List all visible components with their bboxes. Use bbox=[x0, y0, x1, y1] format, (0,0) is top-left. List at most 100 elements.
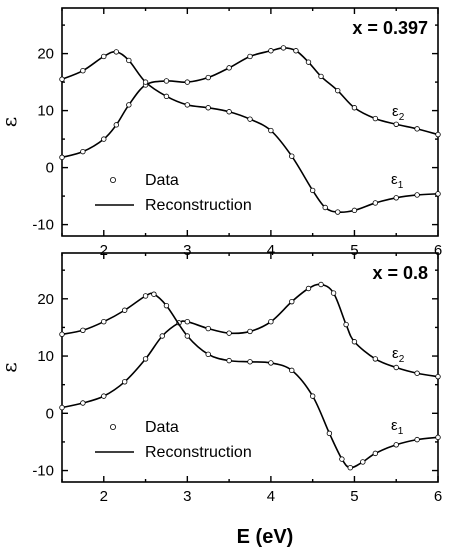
series-label-main: ε bbox=[392, 103, 399, 120]
data-point-ε2 bbox=[414, 126, 420, 132]
data-point-ε1 bbox=[268, 127, 274, 134]
data-point-ε1 bbox=[205, 351, 211, 358]
data-point-ε2 bbox=[184, 319, 191, 325]
legend-data-label: Data bbox=[145, 172, 179, 189]
data-point-ε2 bbox=[318, 281, 324, 288]
data-point-ε2 bbox=[142, 356, 149, 362]
x-tick-label: 5 bbox=[350, 488, 358, 505]
data-point-ε1 bbox=[59, 331, 65, 337]
data-point-ε1 bbox=[339, 456, 345, 462]
series-label-subscript: 1 bbox=[398, 180, 404, 191]
data-point-ε1 bbox=[322, 204, 328, 211]
data-point-ε1 bbox=[101, 53, 107, 60]
data-point-ε2 bbox=[121, 379, 128, 385]
series-line-ε1 bbox=[61, 50, 439, 214]
data-point-ε2 bbox=[126, 102, 132, 108]
data-point-ε2 bbox=[80, 148, 86, 155]
x-tick-label: 3 bbox=[183, 488, 191, 505]
data-point-ε1 bbox=[113, 49, 120, 55]
data-point-ε2 bbox=[205, 325, 211, 332]
data-point-ε2 bbox=[101, 393, 107, 399]
x-tick-label: 4 bbox=[267, 488, 275, 505]
series-label-subscript: 2 bbox=[399, 354, 405, 365]
data-point-ε1 bbox=[226, 109, 232, 115]
data-point-ε1 bbox=[326, 430, 333, 437]
data-point-ε1 bbox=[101, 319, 107, 325]
data-point-ε2 bbox=[184, 79, 191, 85]
y-tick-label: 0 bbox=[46, 160, 54, 177]
data-point-ε1 bbox=[289, 367, 295, 374]
y-axis-label: ε bbox=[0, 362, 21, 372]
data-point-ε2 bbox=[293, 48, 299, 54]
x-tick-label: 2 bbox=[100, 242, 108, 259]
x-tick-label: 4 bbox=[267, 242, 275, 259]
y-tick-label: -10 bbox=[32, 217, 54, 234]
data-point-ε1 bbox=[226, 357, 232, 364]
data-point-ε2 bbox=[163, 78, 170, 84]
x-tick-label: 2 bbox=[100, 488, 108, 505]
data-point-ε1 bbox=[126, 57, 132, 64]
series-line-ε2 bbox=[61, 47, 439, 159]
series-label-subscript: 2 bbox=[399, 112, 405, 123]
legend-fit-label: Reconstruction bbox=[145, 197, 252, 214]
data-point-ε2 bbox=[393, 121, 399, 127]
data-point-ε1 bbox=[289, 153, 295, 159]
legend-fit-label: Reconstruction bbox=[145, 444, 252, 461]
data-point-ε2 bbox=[318, 73, 324, 80]
data-point-ε2 bbox=[113, 122, 120, 128]
panel-title: x = 0.397 bbox=[352, 18, 428, 38]
data-point-ε1 bbox=[393, 442, 399, 448]
legend-data-label: Data bbox=[145, 419, 179, 436]
x-tick-label: 3 bbox=[183, 242, 191, 259]
legend-data-marker bbox=[110, 176, 117, 183]
y-tick-label: 20 bbox=[37, 46, 54, 63]
series-line-ε1 bbox=[61, 292, 439, 469]
x-axis-label: E (eV) bbox=[237, 526, 294, 548]
data-point-ε1 bbox=[309, 393, 316, 399]
data-point-ε1 bbox=[435, 434, 441, 441]
data-point-ε2 bbox=[205, 74, 211, 81]
data-point-ε2 bbox=[343, 321, 349, 328]
x-tick-label: 6 bbox=[434, 488, 442, 505]
data-point-ε1 bbox=[184, 333, 191, 339]
data-point-ε2 bbox=[59, 154, 65, 161]
data-point-ε1 bbox=[163, 302, 170, 309]
data-point-ε1 bbox=[142, 293, 149, 299]
data-point-ε2 bbox=[226, 65, 232, 71]
data-point-ε2 bbox=[247, 328, 253, 335]
y-tick-label: 20 bbox=[37, 291, 54, 308]
data-point-ε1 bbox=[435, 191, 441, 197]
y-tick-label: 0 bbox=[46, 405, 54, 422]
data-point-ε2 bbox=[268, 48, 274, 54]
data-point-ε2 bbox=[330, 290, 337, 296]
y-tick-label: 10 bbox=[37, 103, 54, 120]
plot-frame bbox=[61, 7, 439, 237]
x-tick-label: 6 bbox=[434, 242, 442, 259]
series-label-main: ε bbox=[392, 345, 399, 362]
data-point-ε2 bbox=[80, 400, 86, 406]
plot-frame bbox=[61, 252, 439, 483]
y-axis-label: ε bbox=[0, 117, 21, 127]
series-label-ε1: ε1 bbox=[391, 417, 404, 437]
data-point-ε2 bbox=[101, 136, 107, 142]
data-point-ε1 bbox=[372, 200, 379, 206]
data-point-ε2 bbox=[435, 131, 441, 138]
data-point-ε1 bbox=[372, 450, 379, 457]
panel-title: x = 0.8 bbox=[372, 263, 428, 283]
data-point-ε2 bbox=[435, 373, 441, 380]
data-point-ε1 bbox=[163, 93, 170, 100]
data-point-ε1 bbox=[268, 360, 274, 366]
y-tick-label: 10 bbox=[37, 348, 54, 365]
data-point-ε1 bbox=[351, 207, 358, 214]
data-point-ε1 bbox=[393, 195, 399, 201]
series-label-main: ε bbox=[391, 171, 398, 188]
data-point-ε1 bbox=[80, 327, 86, 333]
data-point-ε1 bbox=[184, 102, 191, 108]
series-label-ε2: ε2 bbox=[392, 103, 405, 123]
series-label-ε1: ε1 bbox=[391, 171, 404, 191]
data-point-ε1 bbox=[247, 359, 253, 365]
data-point-ε1 bbox=[151, 291, 157, 297]
data-point-ε1 bbox=[121, 307, 128, 313]
